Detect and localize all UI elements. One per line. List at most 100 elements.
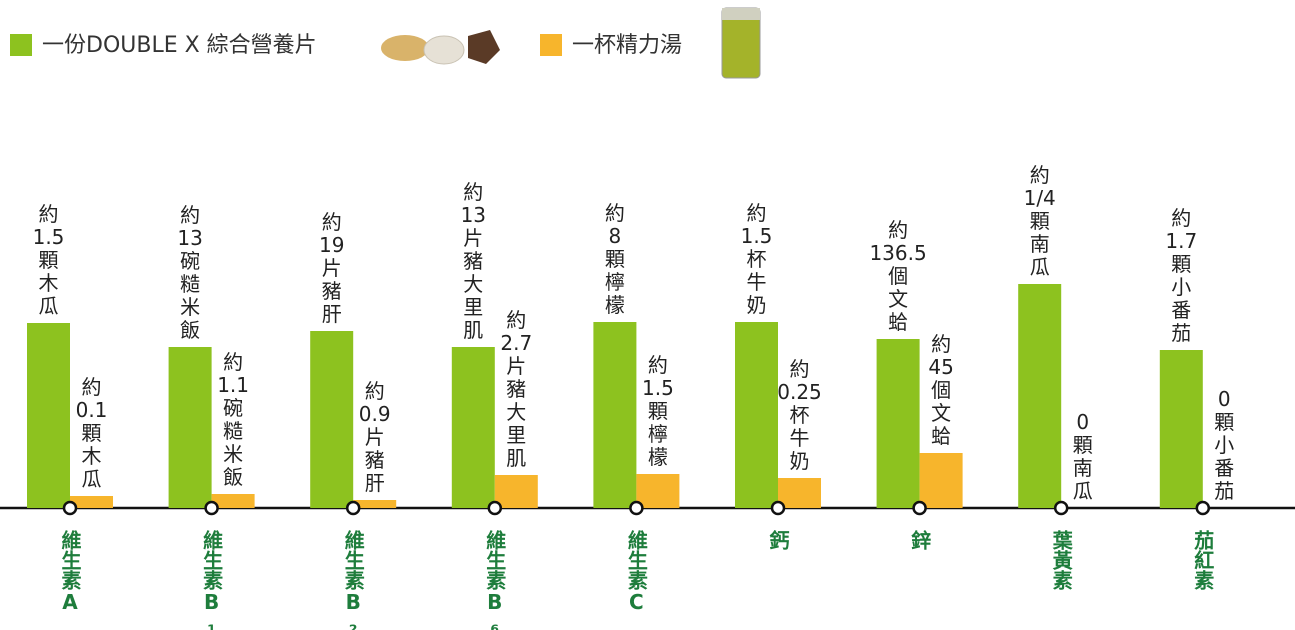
bar [168,347,212,508]
data-label-line: 約 [463,180,483,204]
data-label-line: 片 [322,256,342,280]
data-label: 約 13 片豬大里肌 [461,180,486,342]
data-label-line: 米 [223,442,243,466]
data-label-line: 0.25 [777,380,822,404]
data-label-line: 約 [605,201,625,225]
data-label-line: 肌 [506,446,526,470]
data-label-line: 檸 [648,422,668,446]
data-label-line: 顆 [82,421,102,445]
bar [1159,350,1203,508]
data-label: 0 顆南瓜 [1073,410,1093,503]
data-label-line: 奶 [747,293,767,317]
data-label: 約 2.7 片豬大里肌 [500,308,532,470]
data-label-line: 約 [648,353,668,377]
axis-dot [487,500,503,516]
data-label: 約 136.5 個文蛤 [869,218,926,334]
data-label: 約 0.1 顆木瓜 [76,375,108,491]
data-label-line: 飯 [180,318,200,342]
data-label-line: 1.7 [1165,229,1197,253]
data-label-line: 1.5 [642,376,674,400]
data-label: 約 1.1 碗糙米飯 [217,350,249,489]
data-label-line: 木 [39,271,59,295]
x-tick-label: 鈣 [766,529,790,550]
x-tick-label: 維生素B₁ [200,529,224,630]
data-label-line: 小 [1214,433,1234,457]
data-label-line: 約 [39,202,59,226]
data-label-line: 約 [180,203,200,227]
data-label-line: 蛤 [931,424,951,448]
data-label-line: 1.5 [33,225,65,249]
data-label: 約 8 顆檸檬 [605,201,625,317]
data-label-line: 碗 [223,396,243,420]
data-label-line: 約 [82,375,102,399]
data-label-line: 0.1 [76,398,108,422]
axis-dot [1195,500,1211,516]
legend-swatch [540,34,562,56]
data-label-line: 米 [180,295,200,319]
data-label: 約 1.7 顆小番茄 [1165,206,1197,345]
data-label-line: 肝 [365,471,385,495]
bar [211,494,255,508]
data-label-line: 約 [365,379,385,403]
bar [876,339,920,508]
data-label-line: 杯 [747,247,767,271]
data-label-line: 片 [365,425,385,449]
bar [310,331,354,508]
data-label-line: 小 [1171,275,1191,299]
data-label-line: 約 [1171,206,1191,230]
data-label-line: 肝 [322,302,342,326]
data-label: 約 0.25 杯牛奶 [777,357,822,473]
data-label-line: 0.9 [359,402,391,426]
data-label-line: 茄 [1214,479,1234,503]
bar [919,453,963,508]
data-label-line: 約 [223,350,243,374]
data-label-line: 1.5 [741,224,773,248]
data-label-line: 顆 [648,399,668,423]
data-label-line: 牛 [790,426,810,450]
data-label-line: 南 [1030,232,1050,256]
bar [451,347,495,508]
data-label-line: 杯 [790,403,810,427]
data-label-line: 顆 [605,247,625,271]
bar [70,496,113,508]
axis-dot [345,500,361,516]
data-label-line: 顆 [1214,410,1234,434]
bar [778,478,821,508]
data-label-line: 牛 [747,270,767,294]
data-label-line: 顆 [1073,433,1093,457]
data-label: 約 13 碗糙米飯 [177,203,202,342]
data-label-line: 里 [463,295,483,319]
data-label-line: 瓜 [1073,479,1093,503]
bar [27,323,70,508]
bar [353,500,397,508]
bar [494,475,538,508]
data-label-line: 19 [319,233,344,257]
data-label-line: 檸 [605,270,625,294]
data-label-line: 約 [747,201,767,225]
data-label-line: 里 [506,423,526,447]
data-label-line: 約 [322,210,342,234]
axis-dot [912,500,927,516]
x-tick-label: 鋅 [908,529,932,551]
data-label-line: 豬 [322,279,342,303]
data-label-line: 13 [461,203,486,227]
data-label: 約 1.5 顆檸檬 [642,353,674,469]
data-label-line: 檬 [605,293,625,317]
data-label: 約 1/4 顆南瓜 [1024,163,1056,279]
data-label-line: 片 [463,226,483,250]
data-label-line: 個 [888,264,908,288]
axis-dot [770,500,786,516]
data-label-line: 瓜 [39,294,59,318]
x-tick-label: 維生素B₆ [483,529,507,630]
data-label-line: 文 [931,401,951,425]
data-label: 約 1.5 顆木瓜 [33,202,65,318]
data-label-line: 大 [463,272,483,296]
bar [735,322,778,508]
data-label-line: 肌 [463,318,483,342]
data-label-line: 糙 [223,419,243,443]
data-label-line: 大 [506,400,526,424]
legend-label: 一杯精力湯 [572,33,682,58]
data-label-line: 顆 [1030,209,1050,233]
data-label-line: 約 [790,357,810,381]
